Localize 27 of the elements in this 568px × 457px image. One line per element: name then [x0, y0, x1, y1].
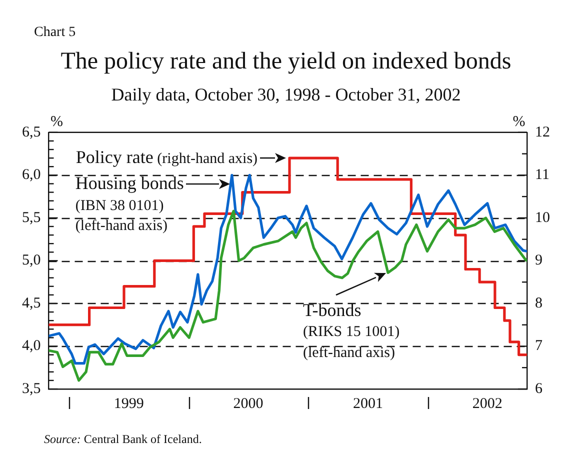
caption: Chart 5 — [34, 24, 76, 42]
y-tick-label: 6,0 — [22, 167, 41, 184]
y2-tick-label: 9 — [535, 252, 542, 269]
y-tick-label: 5,0 — [22, 252, 41, 269]
y2-tick-label: 11 — [535, 167, 550, 184]
y2-tick-label: 6 — [535, 380, 543, 397]
y2-tick-label: 10 — [535, 210, 550, 226]
chart-subtitle: Daily data, October 30, 1998 - October 31, 2002 — [111, 84, 461, 104]
y2-tick-label: 12 — [535, 124, 550, 140]
y-tick-label: 3,5 — [22, 380, 41, 397]
source-note: Source: Central Bank of Iceland. — [44, 432, 202, 448]
x-tick-label: 1999 — [114, 396, 144, 412]
y-tick-label: 6,5 — [22, 124, 41, 140]
y-tick-label: 5,5 — [22, 210, 41, 226]
y-tick-label: 4,0 — [22, 338, 41, 354]
y-axis-title: % — [50, 114, 63, 130]
x-tick-label: 2001 — [353, 396, 384, 412]
y2-axis-title: % — [512, 114, 526, 130]
annotation: Policy rate (right-hand axis) — [76, 147, 258, 168]
annotation: Housing bonds (IBN 38 0101) (left-hand axis) — [75, 172, 184, 234]
chart-title: The policy rate and the yield on indexed bonds — [60, 48, 512, 75]
x-tick-label: 2002 — [472, 396, 502, 412]
y2-tick-label: 7 — [535, 338, 543, 354]
annotation: T-bonds (RIKS 15 1001) (left-hand axis) — [302, 300, 400, 362]
x-tick-label: 2000 — [233, 396, 264, 412]
y2-tick-label: 8 — [535, 295, 542, 312]
y-tick-label: 4,5 — [22, 295, 41, 312]
